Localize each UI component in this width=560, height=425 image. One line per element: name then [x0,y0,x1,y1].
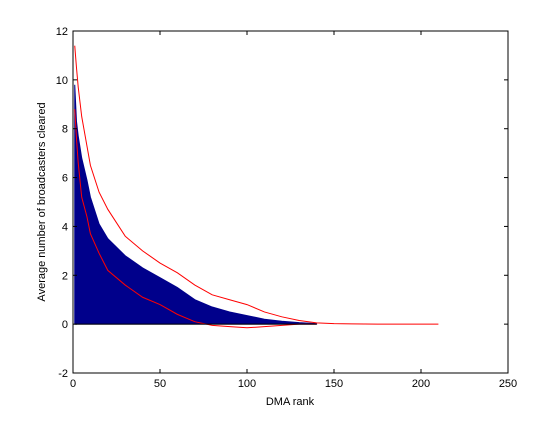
bound-line-2 [74,109,317,329]
y-tick-label: 8 [62,124,68,136]
y-tick-label: 0 [62,319,68,331]
x-tick-label: 50 [154,378,166,390]
y-tick-label: -2 [58,368,68,380]
x-tick-label: 100 [238,378,256,390]
y-tick-label: 10 [56,75,68,87]
y-ticks: -2 0 2 4 6 8 10 12 [56,26,508,380]
bound-line-1 [74,45,439,325]
x-tick-label: 200 [412,378,430,390]
y-tick-label: 6 [62,173,68,185]
y-tick-label: 2 [62,270,68,282]
area-series-0 [74,84,318,325]
area-layer [74,84,318,325]
y-axis-label: Average number of broadcasters cleared [36,102,48,301]
x-axis-label: DMA rank [266,396,315,408]
x-tick-label: 150 [325,378,343,390]
x-tick-label: 250 [499,378,517,390]
y-tick-label: 12 [56,26,68,38]
bounds-layer [74,45,439,329]
x-tick-label: 0 [70,378,76,390]
y-tick-label: 4 [62,221,68,233]
plot-frame [72,30,509,374]
x-ticks: 0 50 100 150 200 250 [70,31,517,390]
